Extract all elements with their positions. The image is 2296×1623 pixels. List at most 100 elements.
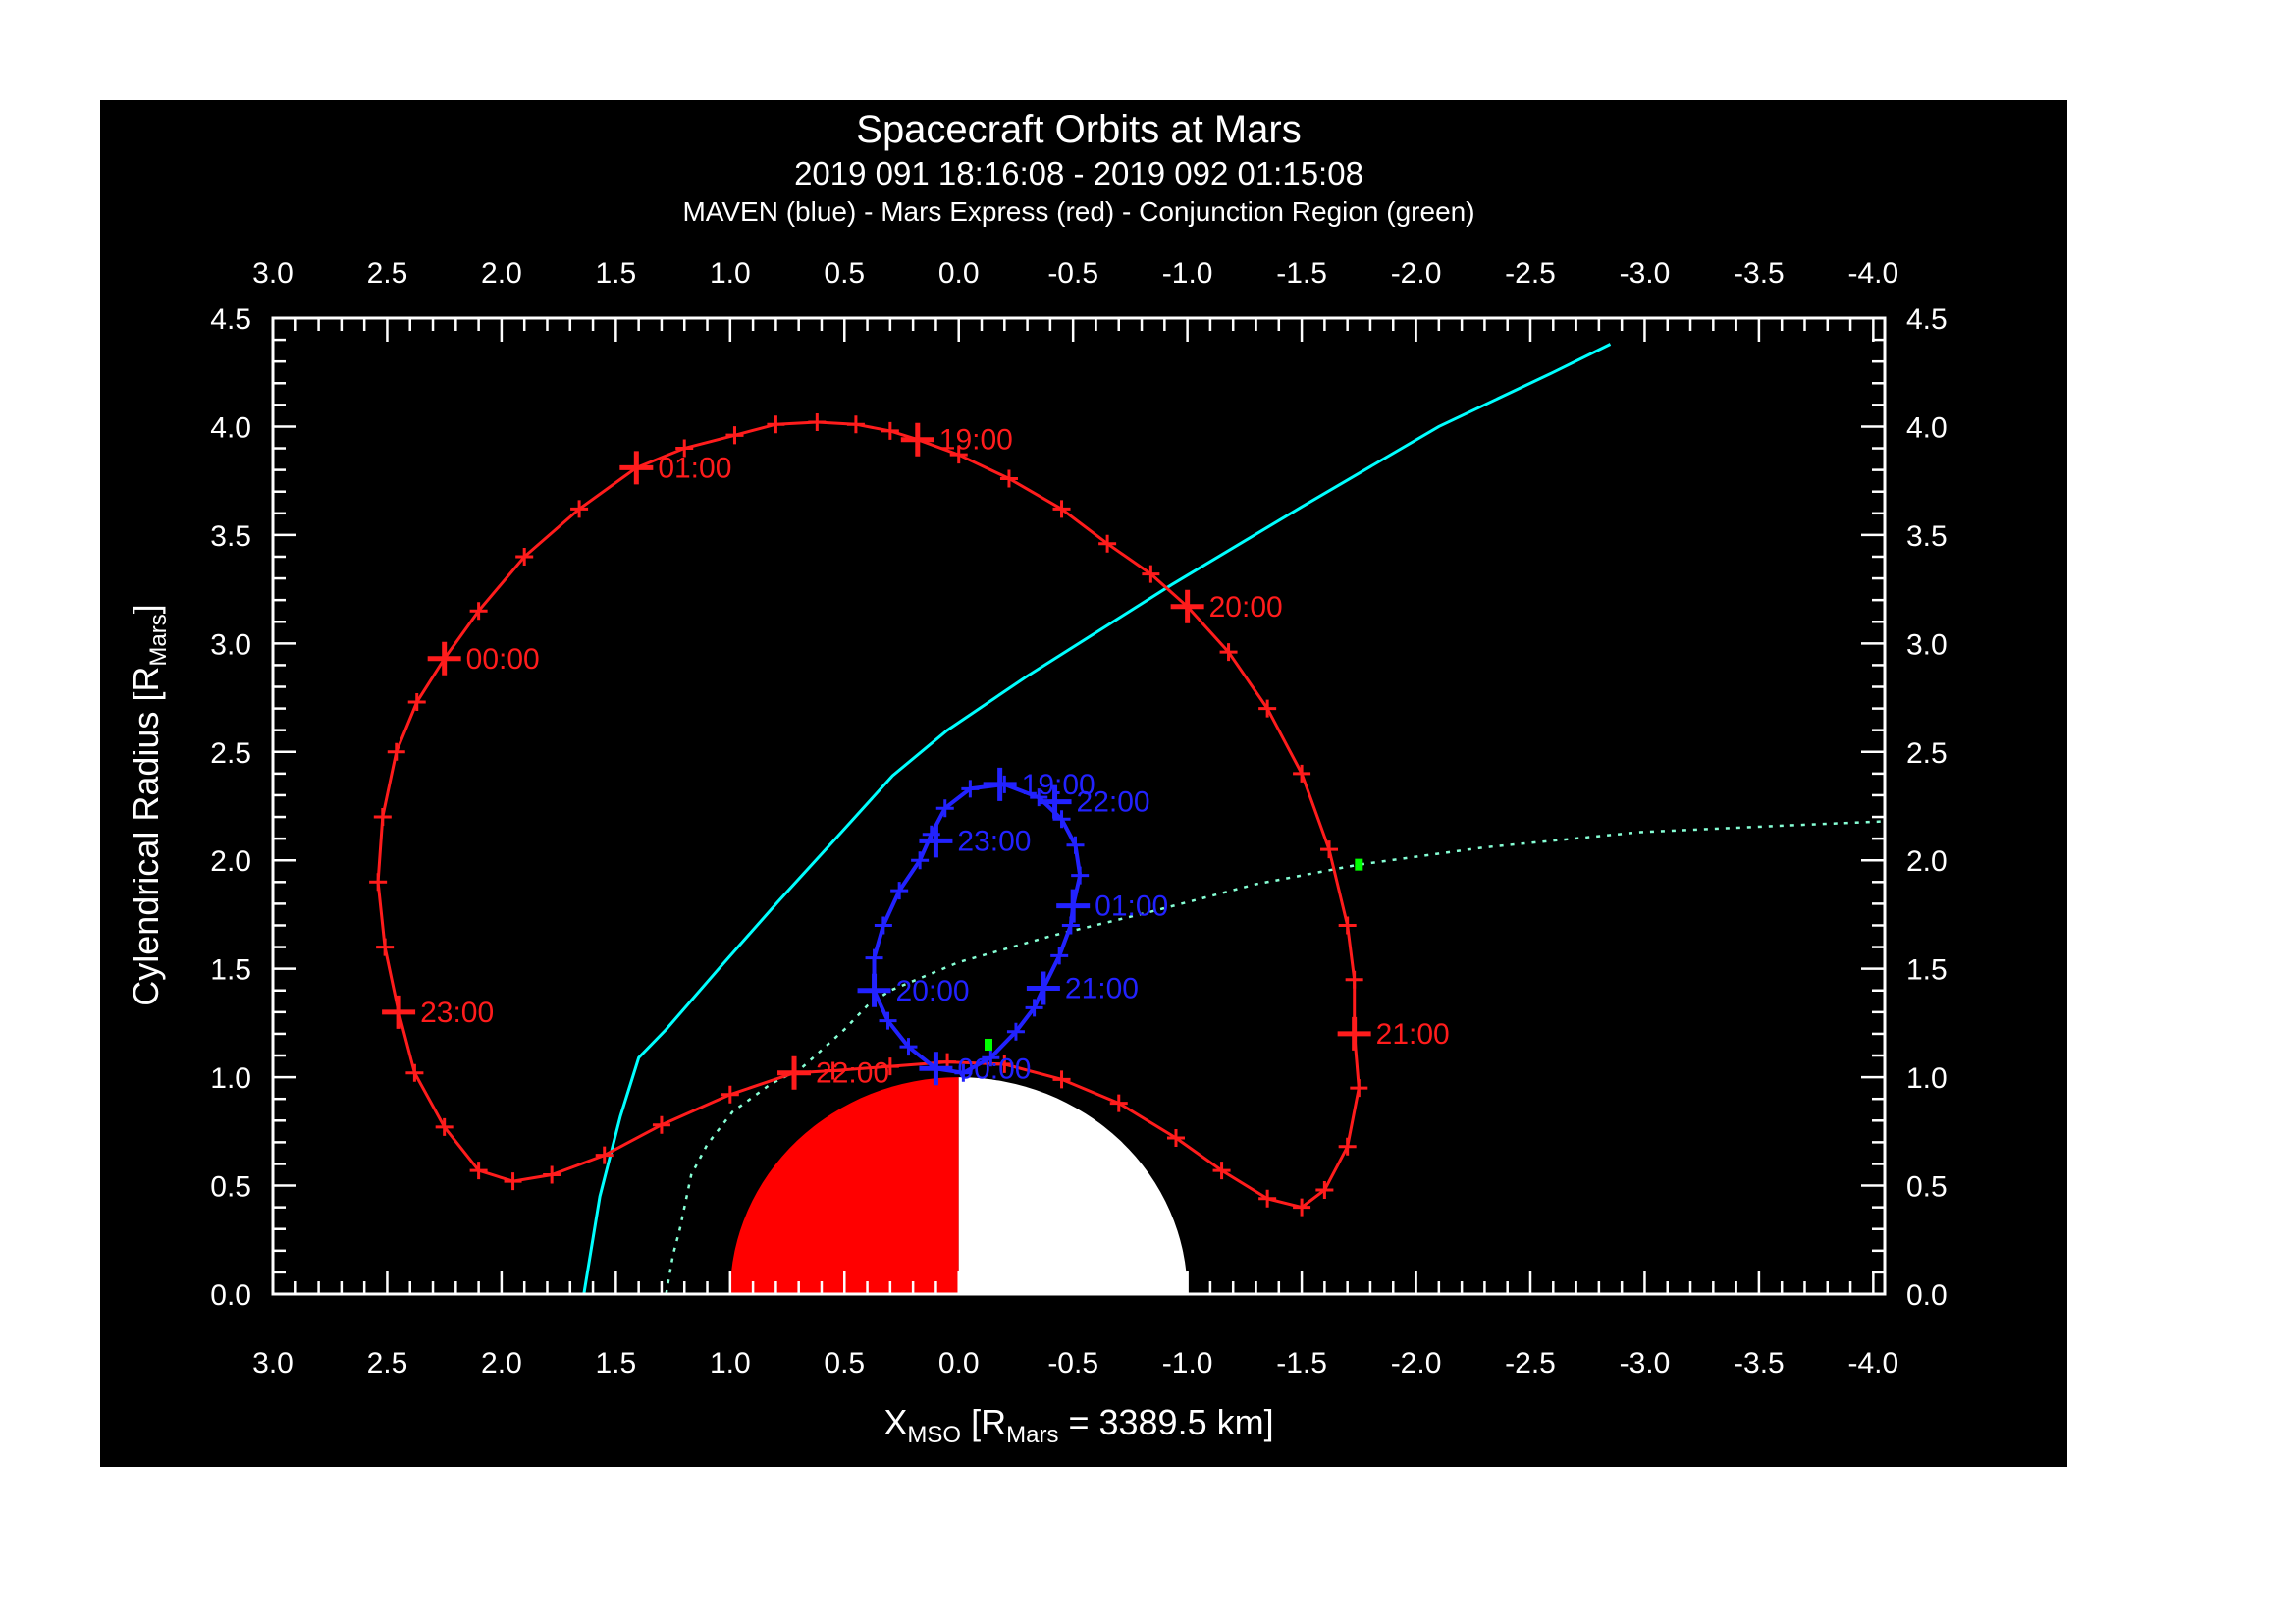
x-tick-label-bottom: -2.0 xyxy=(1391,1347,1442,1380)
x-tick-label-top: 3.0 xyxy=(252,257,294,290)
y-tick-label-left: 4.5 xyxy=(210,303,251,336)
maven-orbit-hour-mark xyxy=(919,1052,953,1086)
x-tick-label-bottom: -4.0 xyxy=(1848,1347,1899,1380)
mars-express-orbit-minute-mark xyxy=(721,1085,739,1104)
mars-express-orbit-minute-mark xyxy=(1320,840,1339,859)
maven-orbit-minute-mark xyxy=(1066,836,1085,854)
mars-express-orbit-hour-mark xyxy=(1170,589,1204,623)
mars-express-orbit-minute-mark xyxy=(1258,1189,1277,1208)
maven-orbit-hour-mark xyxy=(1056,889,1091,923)
mars-express-orbit-minute-mark xyxy=(1166,1128,1185,1147)
maven-orbit-hour-mark xyxy=(983,767,1017,801)
maven-orbit-minute-mark xyxy=(1006,1022,1025,1041)
mars-express-orbit-hour-label: 23:00 xyxy=(420,997,494,1029)
x-tick-label-bottom: -3.0 xyxy=(1620,1347,1671,1380)
mars-express-orbit-minute-mark xyxy=(1109,1094,1128,1112)
mars-express-orbit-minute-mark xyxy=(675,439,694,458)
mars-express-orbit-hour-mark xyxy=(427,641,461,676)
mars-express-orbit-minute-mark xyxy=(1212,1162,1231,1180)
mars-express-orbit-minute-mark xyxy=(1258,699,1277,718)
mars-express-orbit-hour-label: 21:00 xyxy=(1376,1018,1450,1051)
bow-shock-path xyxy=(582,343,1612,1295)
mars-express-orbit-hour-label: 00:00 xyxy=(466,643,540,676)
maven-orbit-minute-mark xyxy=(961,780,980,798)
maven-orbit-hour-label: 23:00 xyxy=(957,825,1031,857)
mars-express-orbit-minute-mark xyxy=(999,469,1018,488)
mars-express-orbit-minute-mark xyxy=(469,602,488,621)
x-tick-label-top: -4.0 xyxy=(1848,257,1899,290)
x-tick-label-top: -1.0 xyxy=(1162,257,1213,290)
mars-express-orbit-minute-mark xyxy=(1315,1180,1334,1199)
mars-express-orbit-hour-label: 19:00 xyxy=(939,424,1013,457)
mars-express-orbit-minute-mark xyxy=(725,426,744,445)
y-tick-label-right: 4.0 xyxy=(1906,411,1948,444)
y-tick-label-left: 3.0 xyxy=(210,628,251,661)
mars-express-orbit-minute-mark xyxy=(407,692,426,711)
y-tick-label-left: 3.5 xyxy=(210,520,251,553)
mars-express-orbit-minute-mark xyxy=(995,1055,1014,1073)
mars-nightside xyxy=(958,1077,1188,1294)
mars-express-orbit-path xyxy=(376,420,1361,1210)
mars-express-orbit-minute-mark xyxy=(570,500,589,518)
mars-disk xyxy=(729,1077,1188,1294)
y-tick-label-right: 4.5 xyxy=(1906,303,1948,336)
maven-orbit-minute-mark xyxy=(874,916,892,935)
y-tick-label-right: 2.5 xyxy=(1906,737,1948,770)
mars-express-orbit-hour-mark xyxy=(382,995,416,1029)
conjunction-region-marker xyxy=(985,1038,993,1051)
x-tick-label-bottom: -2.5 xyxy=(1505,1347,1556,1380)
mars-express-orbit-minute-mark xyxy=(767,415,785,434)
maven-orbit-hour-mark xyxy=(919,824,953,858)
mars-express-orbit-minute-mark xyxy=(881,421,899,440)
y-tick-label-right: 0.0 xyxy=(1906,1279,1948,1312)
time-range-subtitle: 2019 091 18:16:08 - 2019 092 01:15:08 xyxy=(794,155,1363,191)
x-tick-label-top: 2.0 xyxy=(481,257,522,290)
x-tick-label-top: 1.5 xyxy=(596,257,637,290)
y-tick-label-right: 1.5 xyxy=(1906,954,1948,987)
y-tick-label-right: 3.0 xyxy=(1906,628,1948,661)
bow-shock-group xyxy=(582,343,1612,1295)
mars-express-orbit-minute-mark xyxy=(1338,916,1357,935)
x-tick-label-bottom: -1.0 xyxy=(1162,1347,1213,1380)
mars-express-orbit-minute-mark xyxy=(435,1117,454,1136)
x-tick-label-bottom: 3.0 xyxy=(252,1347,294,1380)
x-tick-label-top: -0.5 xyxy=(1047,257,1098,290)
maven-orbit-hour-label: 00:00 xyxy=(957,1053,1031,1085)
mars-express-orbit-hour-mark xyxy=(619,451,654,485)
mars-express-orbit-minute-mark xyxy=(1052,1070,1071,1089)
mars-express-orbit-minute-mark xyxy=(1345,970,1363,989)
mars-express-orbit-minute-mark xyxy=(881,1057,899,1076)
maven-orbit-hour-label: 01:00 xyxy=(1095,891,1168,923)
y-tick-label-left: 2.5 xyxy=(210,737,251,770)
mars-express-orbit-minute-mark xyxy=(1293,1198,1311,1217)
x-axis-title: XMSO [RMars = 3389.5 km] xyxy=(883,1402,1274,1449)
mars-express-orbit-minute-mark xyxy=(405,1063,424,1082)
maven-orbit-minute-mark xyxy=(890,882,909,900)
mars-express-orbit-minute-mark xyxy=(515,547,534,566)
mars-express-orbit-minute-mark xyxy=(1098,534,1117,553)
mars-express-orbit-minute-mark xyxy=(387,742,405,761)
mars-express-orbit-minute-mark xyxy=(469,1162,488,1180)
mars-express-orbit-hour-label: 20:00 xyxy=(1209,591,1283,623)
maven-orbit-hour-mark xyxy=(1038,784,1072,819)
maven-orbit-minute-mark xyxy=(954,1063,973,1082)
x-tick-label-bottom: 0.5 xyxy=(824,1347,865,1380)
maven-orbit-minute-mark xyxy=(982,1049,1000,1067)
mars-express-orbit-minute-mark xyxy=(1219,643,1238,662)
y-tick-label-right: 2.0 xyxy=(1906,845,1948,878)
x-tick-label-top: 1.0 xyxy=(710,257,751,290)
x-tick-label-top: -1.5 xyxy=(1276,257,1327,290)
series-legend: MAVEN (blue) - Mars Express (red) - Conj… xyxy=(682,196,1475,227)
mars-express-orbit-hour-label: 01:00 xyxy=(658,452,731,484)
maven-orbit-hour-label: 19:00 xyxy=(1022,769,1095,801)
plot-frame xyxy=(271,316,1887,1296)
y-tick-label-right: 3.5 xyxy=(1906,520,1948,553)
x-tick-label-top: -2.5 xyxy=(1505,257,1556,290)
x-tick-label-bottom: 0.0 xyxy=(938,1347,980,1380)
mars-express-orbit-minute-mark xyxy=(846,415,865,434)
maven-orbit-minute-mark xyxy=(935,799,954,818)
mars-express-orbit-minute-mark xyxy=(1350,1079,1368,1098)
axes-frame: 3.0 3.0 2.5 2.5 2.0 2.0 1.5 1.5 1.0 1.0 0.5 0.5 0.0 0… xyxy=(210,257,1947,1380)
mars-express-orbit-minute-mark xyxy=(949,446,968,464)
maven-orbit-minute-mark xyxy=(911,851,930,870)
